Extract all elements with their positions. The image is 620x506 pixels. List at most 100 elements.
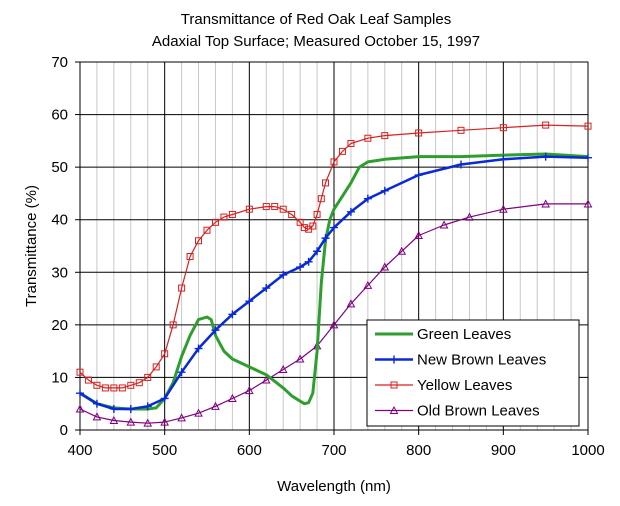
data-point — [465, 212, 474, 221]
data-point — [296, 263, 305, 272]
data-point — [330, 158, 338, 166]
y-tick-label: 0 — [60, 422, 68, 439]
data-point — [279, 205, 287, 213]
data-point — [313, 247, 322, 256]
data-point — [194, 344, 203, 353]
y-axis-label: Transmittance (%) — [23, 185, 40, 307]
data-point — [457, 126, 465, 134]
series-line — [79, 155, 589, 411]
data-point — [126, 417, 136, 426]
data-point — [288, 210, 296, 218]
data-point — [195, 237, 203, 245]
data-point — [245, 297, 254, 306]
data-point — [135, 379, 143, 387]
data-point — [152, 363, 160, 371]
legend-marker — [390, 381, 398, 389]
data-point — [363, 194, 372, 203]
data-point — [186, 253, 194, 261]
x-tick-label: 700 — [321, 442, 346, 459]
y-tick-label: 40 — [51, 212, 68, 229]
data-point — [278, 364, 288, 374]
data-point — [211, 401, 220, 410]
series-old-brown-leaves — [75, 199, 593, 427]
data-point — [244, 386, 254, 395]
data-point — [498, 204, 508, 213]
data-point — [329, 320, 339, 329]
x-tick-label: 600 — [237, 442, 262, 459]
data-point — [309, 222, 317, 230]
data-point — [160, 417, 170, 426]
data-point — [169, 321, 177, 329]
legend-label: Yellow Leaves — [417, 377, 512, 394]
data-point — [542, 121, 550, 129]
x-tick-label: 400 — [67, 442, 92, 459]
data-point — [178, 284, 186, 292]
data-point — [499, 124, 507, 132]
x-tick-label: 900 — [491, 442, 516, 459]
series-yellow-leaves — [76, 121, 592, 392]
data-point — [300, 224, 308, 232]
y-tick-label: 20 — [51, 317, 68, 334]
data-point — [126, 404, 135, 413]
legend-box — [366, 319, 580, 427]
data-point — [364, 134, 372, 142]
data-point — [177, 368, 186, 377]
minor-gridlines — [96, 62, 572, 430]
chart-title: Transmittance of Red Oak Leaf Samples — [181, 11, 451, 28]
data-point — [584, 153, 592, 162]
data-point — [313, 210, 321, 218]
data-point — [76, 368, 84, 376]
x-axis-ticks: 400 500 600 700 800 900 1000 — [67, 430, 605, 459]
legend-label: Green Leaves — [417, 326, 511, 343]
y-tick-label: 60 — [51, 107, 68, 124]
data-point — [161, 350, 169, 358]
data-point — [211, 218, 219, 226]
x-tick-label: 1000 — [571, 442, 604, 459]
data-point — [295, 354, 305, 363]
x-tick-label: 500 — [152, 442, 177, 459]
data-point — [317, 195, 325, 203]
legend: Green Leaves New Brown Leaves Yellow Leave… — [366, 319, 580, 427]
x-tick-label: 800 — [406, 442, 431, 459]
data-point — [109, 404, 118, 413]
data-point — [322, 179, 330, 187]
data-point — [160, 394, 169, 403]
legend-label: New Brown Leaves — [417, 352, 546, 369]
legend-item: Green Leaves — [375, 326, 511, 343]
series-layer — [75, 121, 593, 427]
major-gridlines — [80, 62, 588, 430]
data-point — [457, 160, 465, 169]
legend-item: Yellow Leaves — [375, 377, 512, 394]
data-point — [177, 413, 186, 422]
data-point — [245, 205, 253, 213]
data-point — [541, 199, 551, 208]
data-point — [101, 384, 109, 392]
data-point — [346, 207, 355, 216]
data-point — [304, 257, 313, 266]
data-point — [194, 408, 203, 417]
data-point — [144, 373, 152, 381]
legend-label: Old Brown Leaves — [417, 403, 540, 420]
y-tick-label: 70 — [51, 54, 68, 71]
data-point — [541, 152, 550, 161]
data-point — [92, 412, 102, 421]
data-point — [203, 226, 211, 234]
data-point — [397, 246, 407, 255]
data-point — [118, 384, 126, 392]
data-point — [347, 139, 355, 147]
data-point — [381, 132, 389, 140]
data-point — [262, 284, 271, 293]
data-point — [346, 299, 356, 308]
legend-marker — [389, 405, 399, 414]
data-point — [262, 203, 270, 211]
data-point — [279, 270, 288, 279]
y-tick-label: 10 — [51, 369, 68, 386]
y-tick-label: 50 — [51, 159, 68, 176]
chart-subtitle: Adaxial Top Surface; Measured October 15… — [152, 33, 480, 50]
data-point — [584, 122, 592, 130]
data-point — [415, 129, 423, 137]
series-line — [79, 203, 588, 424]
data-point — [321, 234, 330, 243]
data-point — [338, 147, 346, 155]
data-point — [439, 220, 449, 229]
